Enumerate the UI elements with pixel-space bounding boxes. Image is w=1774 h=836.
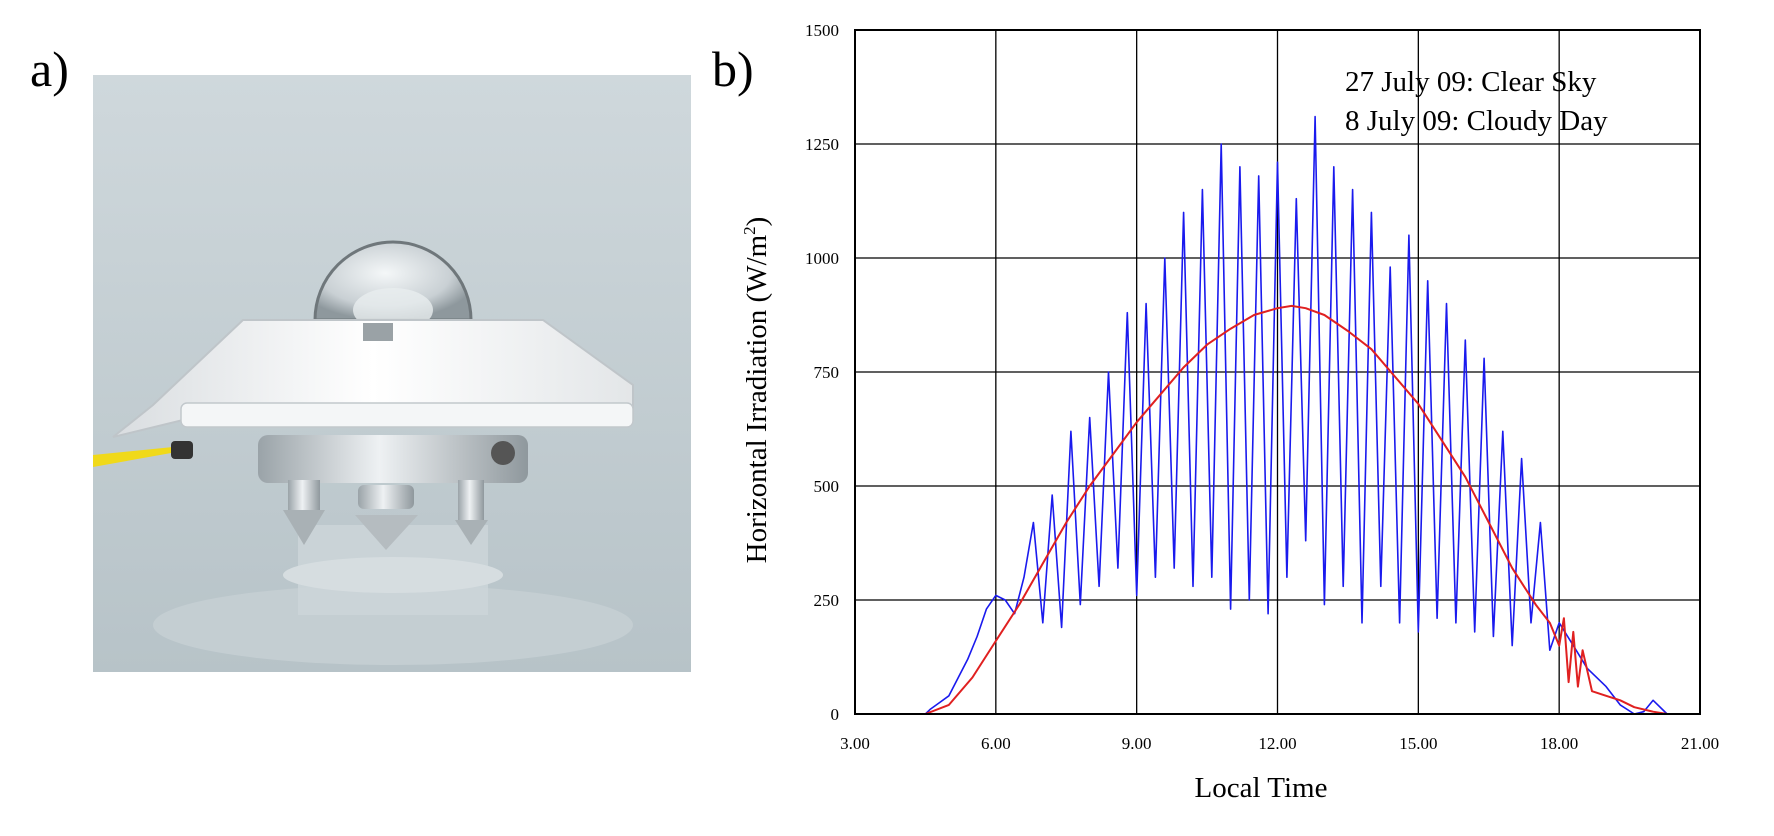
- x-tick-label: 15.00: [1399, 734, 1437, 753]
- x-tick-label: 21.00: [1681, 734, 1719, 753]
- legend-entry-cloudy-day: 8 July 09: Cloudy Day: [1345, 105, 1608, 137]
- y-tick-label: 250: [814, 591, 840, 610]
- y-tick-label: 0: [831, 705, 840, 724]
- x-tick-label: 18.00: [1540, 734, 1578, 753]
- y-tick-label: 1000: [805, 249, 839, 268]
- chart-series: [855, 115, 1700, 715]
- y-tick-label: 1250: [805, 135, 839, 154]
- plot-frame: [854, 29, 1701, 715]
- x-tick-label: 6.00: [981, 734, 1011, 753]
- y-axis-title: Horizontal Irradiation (W/m2): [740, 217, 773, 564]
- x-tick-labels: 3.00 6.00 9.00 12.00 15.00 18.00 21.00: [840, 734, 1719, 753]
- pyranometer-photo: [93, 75, 691, 672]
- x-tick-label: 12.00: [1258, 734, 1296, 753]
- x-axis-title: Local Time: [1195, 772, 1328, 804]
- series-line-clear-sky: [855, 304, 1700, 715]
- y-tick-label: 1500: [805, 21, 839, 40]
- panel-label-a: a): [30, 41, 69, 97]
- y-tick-label: 750: [814, 363, 840, 382]
- y-axis-title-sup: 2: [740, 226, 759, 235]
- y-axis-title-text: Horizontal Irradiation (W/m: [741, 234, 773, 563]
- series-line-cloudy-day: [855, 115, 1700, 715]
- y-tick-label: 500: [814, 477, 840, 496]
- y-tick-labels: 0 250 500 750 1000 1250 1500: [805, 21, 839, 724]
- panel-label-b: b): [712, 41, 754, 97]
- x-tick-label: 3.00: [840, 734, 870, 753]
- x-tick-label: 9.00: [1122, 734, 1152, 753]
- y-axis-title-close: ): [741, 217, 773, 227]
- legend-entry-clear-sky: 27 July 09: Clear Sky: [1345, 66, 1597, 98]
